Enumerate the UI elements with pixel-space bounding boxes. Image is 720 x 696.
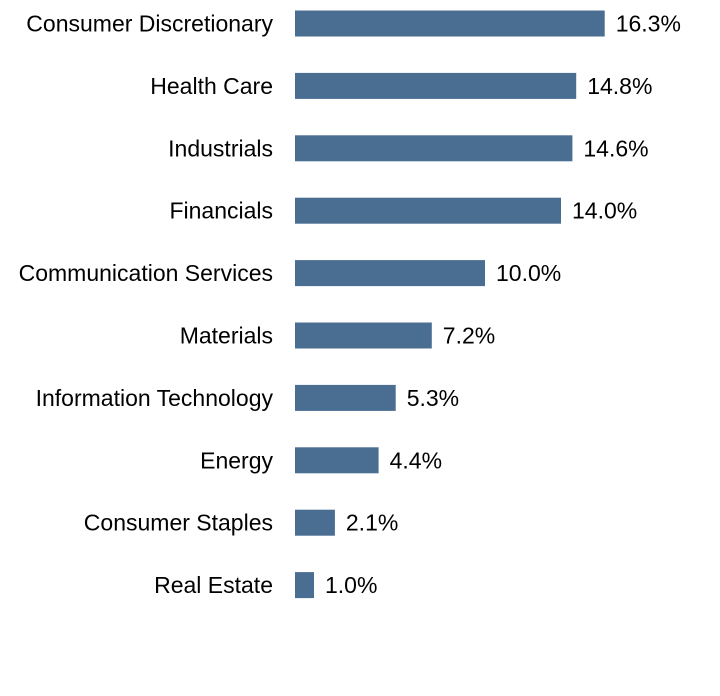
data-label: 7.2% [443, 323, 495, 349]
category-label: Information Technology [36, 385, 274, 411]
data-label: 16.3% [616, 11, 681, 37]
bar [295, 135, 573, 162]
category-label: Energy [200, 447, 273, 473]
bar [295, 384, 396, 411]
category-label: Real Estate [154, 572, 273, 598]
bar [295, 509, 335, 536]
data-label: 5.3% [407, 385, 459, 411]
category-label: Communication Services [19, 260, 273, 286]
data-label: 1.0% [325, 572, 377, 598]
category-label: Consumer Staples [84, 510, 273, 536]
data-label: 10.0% [496, 260, 561, 286]
data-label: 4.4% [390, 447, 442, 473]
bar [295, 572, 314, 599]
data-label: 2.1% [346, 510, 398, 536]
category-label: Industrials [168, 135, 273, 161]
category-label: Health Care [150, 73, 273, 99]
data-label: 14.8% [587, 73, 652, 99]
bar [295, 447, 379, 474]
value-labels: 16.3% 14.8% 14.6% 14.0% 10.0% 7.2% 5.3% 4.4% 2.1… [325, 11, 681, 599]
data-label: 14.6% [583, 135, 648, 161]
bar [295, 10, 605, 37]
category-label: Consumer Discretionary [26, 11, 273, 37]
bar [295, 322, 432, 349]
bar [295, 197, 561, 224]
category-label: Materials [180, 323, 273, 349]
bars [295, 10, 605, 599]
category-labels: Consumer Discretionary Health Care Industr… [19, 11, 274, 599]
bar [295, 260, 485, 287]
category-label: Financials [169, 198, 273, 224]
data-label: 14.0% [572, 198, 637, 224]
bar [295, 72, 577, 99]
